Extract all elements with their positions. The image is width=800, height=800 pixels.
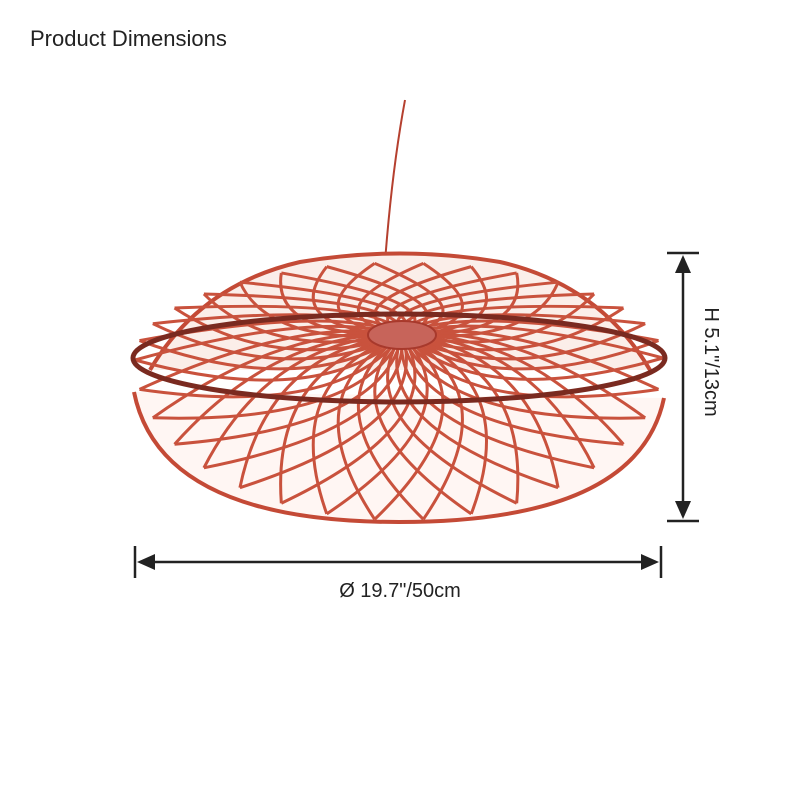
width-label: Ø 19.7"/50cm	[339, 580, 461, 602]
arrowhead	[675, 255, 691, 273]
lattice-rib	[152, 322, 403, 361]
lattice-rib	[395, 334, 559, 490]
lattice-rib	[400, 334, 624, 446]
cord	[384, 99, 406, 263]
arrowhead	[641, 554, 659, 570]
lattice-rib	[174, 334, 404, 446]
title: Product Dimensions	[30, 26, 227, 51]
arrowhead	[675, 501, 691, 519]
hub	[367, 320, 437, 350]
lattice-rib	[139, 334, 404, 399]
lattice-rib	[401, 333, 660, 371]
lattice-rib	[400, 334, 595, 470]
arrowhead	[137, 554, 155, 570]
lattice-rib	[325, 333, 429, 516]
bowl	[132, 391, 666, 525]
lattice-rib	[373, 333, 445, 521]
lattice-rib	[203, 334, 404, 470]
lattice-rib	[134, 333, 404, 382]
lattice-rib	[400, 333, 664, 381]
height-dimension	[667, 251, 699, 523]
lattice-rib	[401, 322, 646, 361]
lattice-rib	[239, 334, 408, 490]
lattice-rib	[373, 333, 473, 516]
lattice-rib	[138, 333, 403, 371]
lattice-rib	[356, 333, 425, 521]
width-dimension	[133, 546, 663, 578]
height-label: H 5.1"/13cm	[700, 307, 722, 416]
lattice-rib	[401, 306, 625, 352]
lamp-illustration	[130, 99, 668, 525]
rim	[130, 311, 668, 405]
lattice-rib	[386, 334, 518, 505]
lattice-rib	[173, 306, 403, 352]
lattice-rib	[280, 334, 417, 505]
